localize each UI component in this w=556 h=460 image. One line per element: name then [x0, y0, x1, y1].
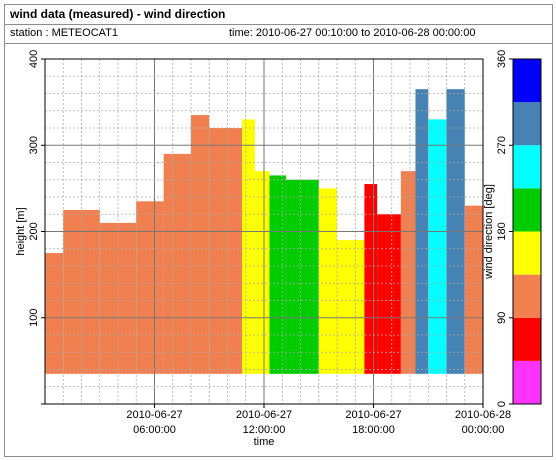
colorbar-tick-label: 0	[496, 401, 508, 407]
y-tick-label: 400	[28, 50, 40, 68]
colorbar-band	[513, 59, 541, 103]
x-axis-label: time	[254, 436, 275, 448]
y-tick-label: 100	[28, 309, 40, 327]
x-tick-label-date: 2010-06-27	[126, 409, 182, 421]
station-label: station : METEOCAT1	[10, 27, 118, 39]
colorbar-tick-label: 270	[496, 136, 508, 154]
heatmap-cell	[364, 184, 378, 374]
title-bar: wind data (measured) - wind direction	[5, 5, 552, 25]
x-tick-label-time: 06:00:00	[133, 424, 176, 436]
heatmap-cell	[254, 171, 270, 374]
heatmap-cell	[163, 153, 191, 374]
colorbar-band	[513, 102, 541, 146]
x-tick-label-time: 12:00:00	[243, 424, 286, 436]
x-tick-label-time: 18:00:00	[352, 424, 395, 436]
chart-title: wind data (measured) - wind direction	[10, 7, 226, 21]
heatmap-cell	[337, 240, 365, 374]
colorbar-band	[513, 360, 541, 404]
colorbar-band	[513, 317, 541, 361]
heatmap-cell	[464, 205, 483, 374]
heatmap-cell	[242, 119, 255, 374]
colorbar-band	[513, 274, 541, 318]
heatmap-cell	[191, 115, 210, 374]
time-range-label: time: 2010-06-27 00:10:00 to 2010-06-28 …	[229, 27, 476, 39]
heatmap-cell	[318, 188, 337, 374]
heatmap-cell	[136, 201, 164, 374]
x-tick-label-date: 2010-06-27	[236, 409, 292, 421]
heatmap-cell	[209, 128, 243, 374]
y-axis-label: height [m]	[15, 207, 27, 255]
x-tick-label-date: 2010-06-28	[455, 409, 511, 421]
colorbar-band	[513, 145, 541, 189]
colorbar-tick-label: 90	[496, 312, 508, 324]
plot-grid	[45, 59, 483, 404]
colorbar-label: wind direction [deg]	[483, 184, 495, 280]
heatmap-cell	[428, 119, 447, 374]
y-tick-label: 200	[28, 222, 40, 240]
heatmap-cell	[400, 171, 416, 374]
heatmap-data	[45, 89, 483, 374]
x-tick-label-date: 2010-06-27	[345, 409, 401, 421]
colorbar: 0 90 180 270 360	[496, 50, 542, 407]
colorbar-tick-label: 180	[496, 222, 508, 240]
x-axis: 2010-06-27 06:00:00 2010-06-27 12:00:00 2010…	[126, 404, 511, 436]
heatmap-cell	[269, 175, 286, 374]
y-tick-label: 300	[28, 136, 40, 154]
heatmap-cell	[285, 179, 319, 374]
heatmap-cell	[45, 253, 64, 374]
x-tick-label-time: 00:00:00	[462, 424, 505, 436]
info-bar: station : METEOCAT1 time: 2010-06-27 00:…	[5, 25, 552, 44]
colorbar-band	[513, 231, 541, 275]
colorbar-band	[513, 188, 541, 232]
y-axis: 100 200 300 400	[28, 50, 45, 405]
colorbar-tick-label: 360	[496, 50, 508, 68]
heatmap-cell	[377, 214, 401, 374]
